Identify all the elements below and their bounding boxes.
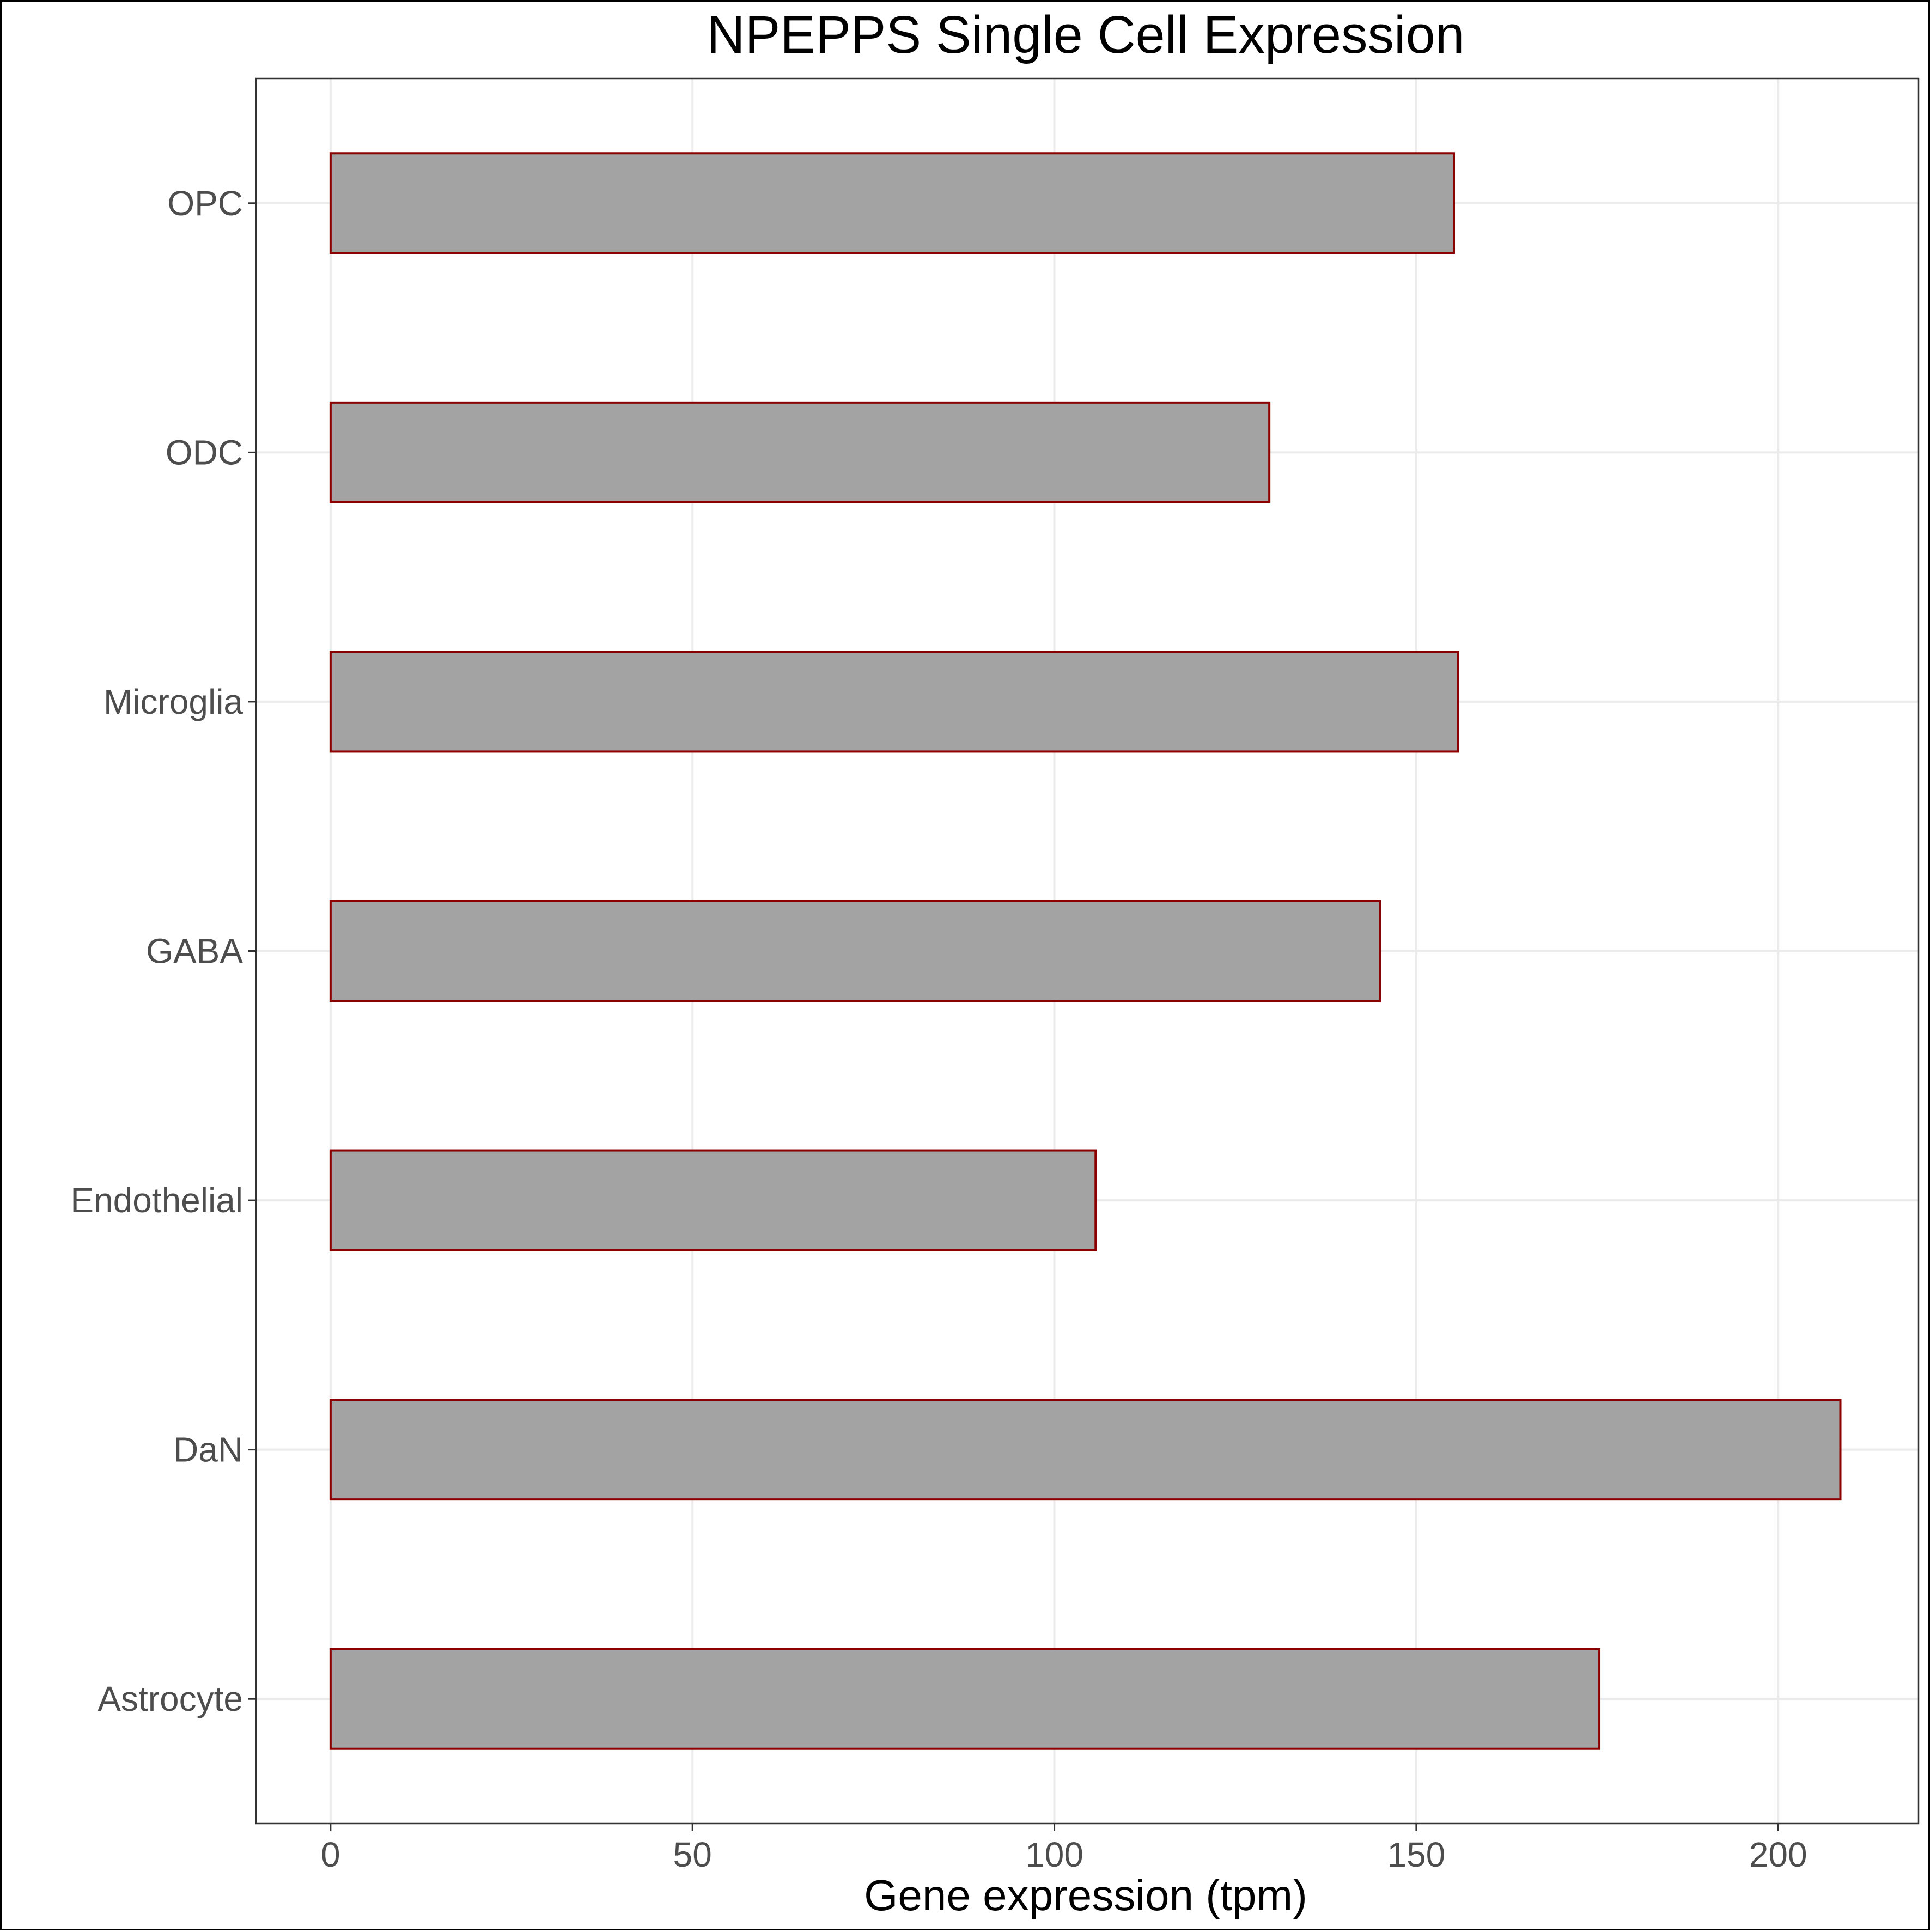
- bar-dan: [329, 1399, 1842, 1501]
- x-tick-label: 100: [1025, 1835, 1083, 1874]
- x-tick-label: 0: [321, 1835, 340, 1874]
- bars-layer: [329, 152, 1842, 1750]
- x-tick-label: 150: [1387, 1835, 1445, 1874]
- bar-endothelial: [329, 1149, 1097, 1251]
- bar-odc: [329, 401, 1271, 503]
- x-tick-label: 200: [1749, 1835, 1807, 1874]
- y-tick-label: OPC: [167, 184, 243, 223]
- bar-opc: [329, 152, 1455, 254]
- y-tick-label: ODC: [166, 433, 243, 472]
- y-tick-label: Endothelial: [70, 1181, 243, 1220]
- bar-microglia: [329, 651, 1459, 753]
- y-tick-label: Astrocyte: [98, 1679, 243, 1718]
- y-tick-label: GABA: [146, 932, 243, 971]
- x-axis-title: Gene expression (tpm): [864, 1871, 1307, 1919]
- chart-title: NPEPPS Single Cell Expression: [707, 5, 1465, 64]
- bar-astrocyte: [329, 1648, 1601, 1750]
- bar-gaba: [329, 900, 1381, 1003]
- y-tick-label: DaN: [173, 1430, 243, 1469]
- x-tick-label: 50: [673, 1835, 712, 1874]
- y-axis: OPC ODC Microglia GABA Endothelial DaN Astrocy…: [70, 184, 256, 1718]
- x-axis: 0 50 100 150 200: [321, 1824, 1807, 1874]
- y-tick-label: Microglia: [103, 682, 243, 721]
